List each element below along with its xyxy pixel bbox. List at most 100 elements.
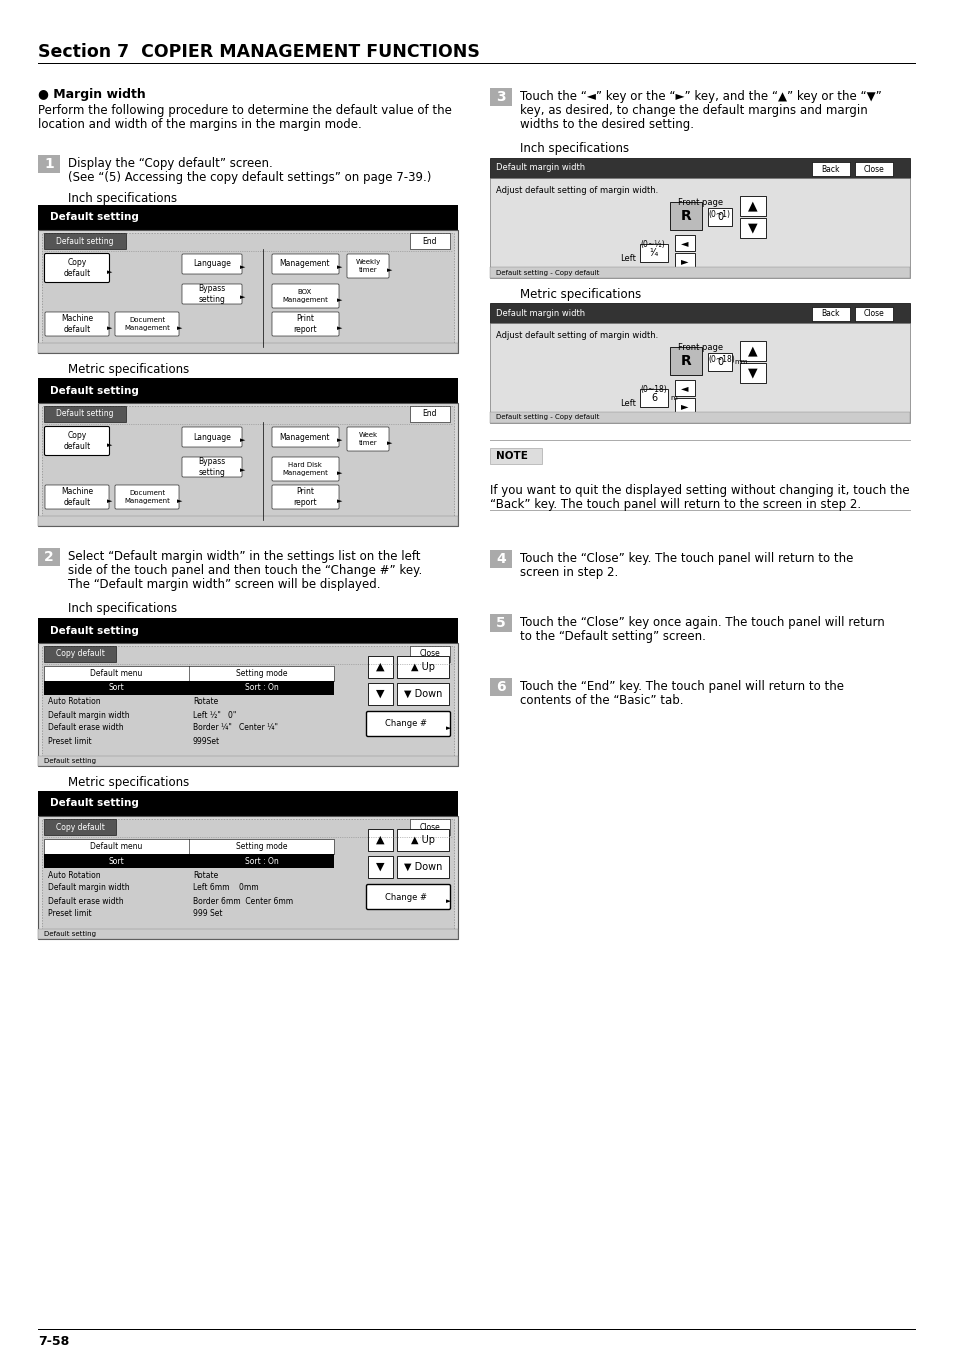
Bar (639, 389, 667, 407)
FancyBboxPatch shape (45, 485, 109, 509)
Text: Inch specifications: Inch specifications (519, 142, 628, 155)
Bar (38, 155, 60, 173)
Bar (44, 839, 334, 854)
Text: ►: ► (177, 499, 182, 504)
Text: Language: Language (193, 432, 231, 442)
Text: 1: 1 (44, 157, 53, 172)
Text: ▲: ▲ (747, 345, 757, 358)
Text: Touch the “◄” key or the “►” key, and the “▲” key or the “▼”: Touch the “◄” key or the “►” key, and th… (519, 91, 881, 103)
Bar (639, 245, 667, 262)
Bar (410, 232, 450, 249)
Text: Copy
default: Copy default (63, 431, 91, 451)
Text: (0~½): (0~½) (639, 240, 664, 249)
Text: Preset limit: Preset limit (48, 736, 91, 746)
Text: Default menu: Default menu (90, 669, 142, 678)
Text: Copy default: Copy default (55, 823, 104, 831)
Text: ►: ► (336, 470, 342, 476)
Bar (44, 854, 334, 867)
FancyBboxPatch shape (272, 485, 338, 509)
FancyBboxPatch shape (272, 427, 338, 447)
FancyBboxPatch shape (45, 254, 110, 282)
Text: (0~18): (0~18) (639, 385, 666, 394)
Text: Close: Close (862, 309, 883, 319)
Bar (38, 790, 457, 816)
FancyBboxPatch shape (115, 485, 179, 509)
Bar (38, 516, 457, 526)
FancyBboxPatch shape (115, 312, 179, 336)
Text: ◄: ◄ (680, 238, 688, 249)
Text: ►: ► (107, 326, 112, 331)
Text: ►: ► (240, 467, 245, 473)
Text: Sort : On: Sort : On (245, 857, 278, 866)
Text: Default setting: Default setting (56, 236, 113, 246)
Bar (396, 857, 449, 878)
Text: to the “Default setting” screen.: to the “Default setting” screen. (519, 630, 705, 643)
Text: ▲: ▲ (375, 662, 384, 671)
Text: Back: Back (821, 309, 840, 319)
Text: Adjust default setting of margin width.: Adjust default setting of margin width. (496, 331, 658, 340)
Bar (490, 303, 909, 323)
FancyBboxPatch shape (182, 457, 242, 477)
Text: Close: Close (419, 823, 440, 831)
Text: Metric specifications: Metric specifications (68, 775, 189, 789)
Text: Default erase width: Default erase width (48, 897, 124, 905)
Bar (675, 380, 695, 396)
Bar (44, 646, 116, 662)
Bar (811, 162, 849, 176)
Bar (740, 196, 765, 216)
Bar (854, 162, 892, 176)
FancyBboxPatch shape (366, 712, 450, 736)
FancyBboxPatch shape (366, 885, 450, 909)
Text: ▲: ▲ (375, 835, 384, 844)
Text: Default setting: Default setting (50, 798, 139, 808)
Text: Rotate: Rotate (193, 697, 218, 707)
Text: 5: 5 (496, 616, 505, 630)
Bar (490, 412, 909, 423)
Text: 4: 4 (496, 553, 505, 566)
Text: Sort: Sort (108, 684, 124, 693)
Bar (410, 819, 450, 835)
Bar (675, 253, 695, 269)
Text: ▼: ▼ (747, 366, 757, 380)
Text: m: m (669, 394, 676, 401)
FancyBboxPatch shape (272, 284, 338, 308)
Bar (38, 230, 457, 353)
Text: Management: Management (279, 259, 330, 269)
Bar (811, 307, 849, 322)
FancyBboxPatch shape (182, 254, 242, 274)
Bar (38, 549, 60, 566)
Text: Document
Management: Document Management (124, 490, 170, 504)
Text: Auto Rotation: Auto Rotation (48, 697, 100, 707)
Bar (42, 407, 454, 523)
Text: Inch specifications: Inch specifications (68, 603, 177, 615)
Text: ►: ► (680, 255, 688, 266)
Text: Inch specifications: Inch specifications (68, 192, 177, 205)
Text: Preset limit: Preset limit (48, 909, 91, 919)
Text: NOTE: NOTE (496, 451, 527, 461)
Text: screen in step 2.: screen in step 2. (519, 566, 618, 580)
Text: Metric specifications: Metric specifications (519, 288, 640, 301)
Text: Default setting - Copy default: Default setting - Copy default (496, 269, 598, 276)
Text: Default setting: Default setting (50, 385, 139, 396)
Bar (410, 646, 450, 662)
Text: key, as desired, to change the default margins and margin: key, as desired, to change the default m… (519, 104, 867, 118)
Text: R: R (679, 354, 691, 367)
Bar (38, 343, 457, 353)
FancyBboxPatch shape (347, 254, 389, 278)
Text: ►: ► (446, 725, 451, 731)
Text: ►: ► (336, 436, 342, 443)
Bar (38, 1328, 915, 1329)
Text: ►: ► (336, 297, 342, 303)
Text: Left 6mm    0mm: Left 6mm 0mm (193, 884, 258, 893)
Text: End: End (422, 409, 436, 419)
FancyBboxPatch shape (45, 427, 110, 455)
Text: mm: mm (733, 359, 747, 365)
Bar (490, 449, 541, 463)
Text: Left: Left (619, 399, 636, 408)
Text: Default erase width: Default erase width (48, 724, 124, 732)
Text: 3: 3 (496, 91, 505, 104)
Text: ►: ► (336, 263, 342, 270)
Text: ▼ Down: ▼ Down (403, 689, 442, 698)
Text: ►: ► (107, 442, 112, 449)
Text: End: End (422, 236, 436, 246)
